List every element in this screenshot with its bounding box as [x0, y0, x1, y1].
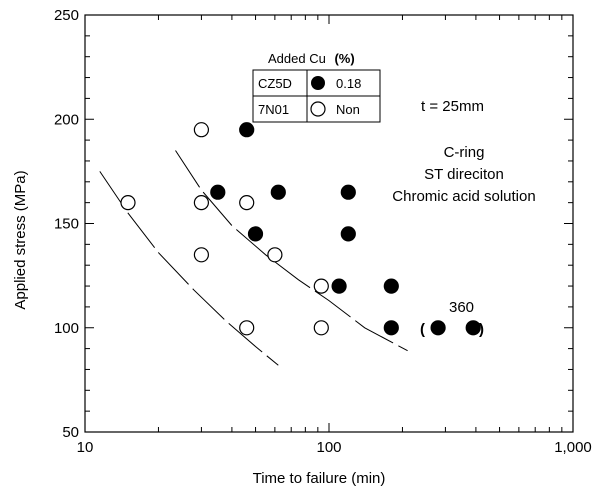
runout-bracket-open: (	[420, 321, 425, 338]
thickness-annotation: t = 25mm	[421, 98, 484, 115]
trend-curve-2	[176, 151, 408, 351]
data-point-7n01	[240, 321, 254, 335]
legend-marker-open	[311, 102, 325, 116]
data-point-cz5d	[384, 321, 398, 335]
y-tick-label: 150	[54, 216, 79, 233]
legend: Added Cu (%) CZ5D 0.18 7N01 Non	[253, 51, 380, 122]
x-axis-label: Time to failure (min)	[253, 470, 386, 487]
data-point-7n01	[121, 196, 135, 210]
y-axis-label: Applied stress (MPa)	[12, 170, 29, 309]
condition-line-1: C-ring	[444, 144, 485, 161]
data-point-7n01	[194, 196, 208, 210]
data-point-cz5d	[384, 279, 398, 293]
y-tick-label: 50	[62, 424, 79, 441]
legend-cu-1: 0.18	[336, 76, 361, 91]
x-tick-label: 1,000	[554, 439, 592, 456]
data-point-7n01	[194, 123, 208, 137]
data-point-7n01	[268, 248, 282, 262]
data-point-cz5d	[240, 123, 254, 137]
data-point-cz5d	[341, 227, 355, 241]
y-tick-label: 100	[54, 320, 79, 337]
data-point-cz5d	[271, 185, 285, 199]
x-tick-label: 100	[316, 439, 341, 456]
legend-marker-filled	[311, 76, 325, 90]
data-point-cz5d	[211, 185, 225, 199]
runout-label: 360	[449, 299, 474, 316]
data-point-cz5d	[431, 321, 445, 335]
data-point-cz5d	[341, 185, 355, 199]
condition-line-3: Chromic acid solution	[392, 188, 535, 205]
data-point-cz5d	[249, 227, 263, 241]
data-point-7n01	[240, 196, 254, 210]
data-point-cz5d	[332, 279, 346, 293]
condition-line-2: ST direciton	[424, 166, 504, 183]
legend-cu-2: Non	[336, 102, 360, 117]
data-point-7n01	[314, 321, 328, 335]
y-tick-label: 250	[54, 7, 79, 24]
y-tick-label: 200	[54, 111, 79, 128]
runout-bracket-close: )	[479, 321, 484, 338]
legend-alloy-2: 7N01	[258, 102, 289, 117]
plot-frame	[85, 15, 573, 432]
legend-alloy-1: CZ5D	[258, 76, 292, 91]
legend-title: Added Cu (%)	[268, 51, 355, 66]
data-point-7n01	[194, 248, 208, 262]
data-point-7n01	[314, 279, 328, 293]
x-tick-label: 10	[77, 439, 94, 456]
